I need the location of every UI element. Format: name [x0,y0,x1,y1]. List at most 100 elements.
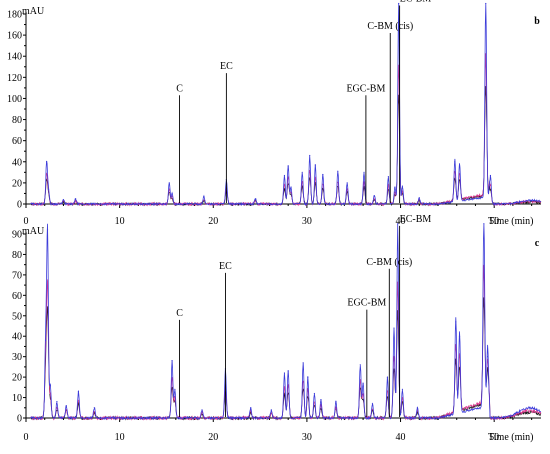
annotation-label: EC [220,61,233,72]
peak-point [283,174,286,177]
peak-point [171,360,173,362]
x-tick-label: 0 [24,216,29,227]
x-tick-label: 50 [489,432,499,443]
peak-point [171,192,173,195]
y-tick-label: 90 [12,230,22,241]
peak-point [401,185,404,187]
peak-point [45,339,47,341]
annotation-label: EGC-BM [347,298,386,309]
peak-point [531,199,533,201]
annotation-label: EC [219,261,232,272]
y-tick-label: 10 [12,393,22,404]
peak-point [65,405,67,407]
peak-point [455,321,457,323]
peak-point [287,165,289,167]
y-tick-label: 40 [12,157,22,168]
peak-point [287,370,289,372]
panel-letter: b [534,16,540,27]
peak-point [489,174,492,177]
annotation-label: EGC-BM [346,83,385,94]
peak-point [401,388,404,390]
peak-point [346,182,348,184]
x-axis-label: Time (min) [488,432,533,443]
x-tick-label: 40 [396,432,406,443]
y-tick-label: 30 [12,352,22,363]
peak-point [309,154,311,157]
peak-point [386,376,389,378]
peak-point [301,171,303,173]
peak-point [46,161,48,163]
y-tick-label: 0 [17,200,22,211]
peak-point [458,335,461,337]
trace-black [30,86,542,207]
y-tick-label: 70 [12,270,22,281]
y-tick-label: 120 [7,73,22,84]
trace-pink [30,53,542,207]
peak-point [483,223,485,225]
peak-point [46,229,49,231]
y-tick-label: 140 [7,52,22,63]
peak-point [290,186,292,188]
peak-point [529,407,531,409]
peak-point [371,403,374,405]
annotation-label: C-BM (cis) [366,257,412,268]
y-tick-label: 40 [12,332,22,343]
peak-point [416,407,418,409]
peak-point [250,407,252,409]
peak-point [487,356,489,358]
peak-point [75,198,77,200]
x-axis-label: Time (min) [488,216,533,227]
annotation-label: C [176,308,183,319]
peak-point [458,165,461,167]
y-tick-label: 60 [12,136,22,147]
peak-point [320,399,322,401]
peak-point [201,409,203,411]
y-tick-label: 100 [7,94,22,105]
annotation-label: EC-BM [400,0,432,5]
peak-point [337,170,339,172]
y-unit-label: mAU [22,6,45,17]
peak-point [283,372,286,374]
x-tick-label: 30 [302,432,312,443]
peak-point [49,384,51,386]
peak-point [254,198,257,200]
peak-point [174,388,176,390]
peak-point [359,364,361,366]
annotation-label: C [176,83,183,94]
y-tick-label: 160 [7,31,22,42]
peak-point [454,161,456,163]
peak-point [363,171,365,173]
peak-point [270,409,272,411]
x-tick-label: 10 [115,216,125,227]
peak-point [397,223,399,225]
x-tick-label: 20 [208,216,218,227]
peak-point [168,182,170,184]
x-tick-label: 40 [396,216,406,227]
peak-point [362,382,364,384]
panel-letter: c [535,238,540,249]
x-tick-label: 30 [302,216,312,227]
peak-point [373,194,375,197]
peak-point [77,390,80,393]
peak-point [313,392,315,395]
trace-blue [30,3,542,207]
x-tick-label: 0 [24,432,29,443]
peak-point [302,362,304,364]
peak-point [314,164,316,166]
trace-blue [30,223,542,421]
y-tick-label: 20 [12,373,22,384]
peak-point [393,327,395,329]
y-tick-label: 80 [12,250,22,261]
peak-point [56,401,58,403]
y-tick-label: 0 [17,414,22,425]
y-tick-label: 60 [12,291,22,302]
peak-point [387,175,389,178]
peak-point [203,196,205,198]
peak-point [335,401,337,403]
peak-point [418,197,420,199]
x-tick-label: 50 [489,216,499,227]
peak-point [307,376,309,378]
y-unit-label: mAU [22,226,45,237]
